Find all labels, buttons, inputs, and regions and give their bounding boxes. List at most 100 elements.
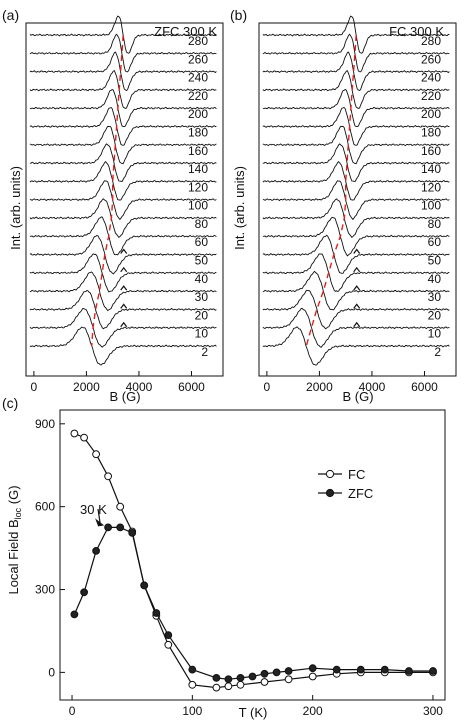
panel-c-ylabel: Local Field Bloc (G) (6, 485, 23, 594)
panel-c-ytick-label: 600 (35, 500, 55, 514)
panel-b-trace-label: 240 (421, 71, 441, 85)
panel-a-trace (29, 51, 217, 92)
panel-b-xtick-label: 2000 (306, 380, 333, 394)
panel-a-zfc-spectra: (a) ZFC 300 K Int. (arb. units) B (G) 0 2… (2, 7, 224, 404)
panel-a-trace-label: 60 (195, 235, 209, 249)
panel-a-trace (29, 161, 217, 201)
panel-b-trace-label: 260 (421, 52, 441, 66)
panel-b-trace (262, 326, 450, 366)
panel-b-trace-label: 40 (428, 272, 442, 286)
panel-a-spike (120, 248, 128, 254)
panel-b-xtick-label: 6000 (411, 380, 438, 394)
panel-b-trace (262, 307, 450, 349)
panel-b-trace-label: 60 (428, 235, 442, 249)
data-point-fc (212, 683, 221, 692)
panel-b-xlabel: B (G) (342, 389, 373, 404)
legend-label-fc: FC (348, 467, 365, 482)
panel-a-trace-label: 280 (188, 34, 208, 48)
panel-b-ylabel: Int. (arb. units) (232, 166, 247, 250)
data-point-fc (284, 675, 293, 684)
panel-a-trace-label: 40 (195, 272, 209, 286)
data-point-zfc (116, 523, 125, 532)
data-point-zfc (284, 667, 293, 675)
data-point-zfc (332, 665, 341, 674)
panel-b-spike (353, 248, 361, 254)
data-point-fc (70, 429, 79, 438)
data-point-zfc (429, 667, 437, 675)
annotation-arrowhead (95, 518, 105, 527)
panel-b-guide-line (305, 34, 357, 347)
panel-a-trace (29, 106, 217, 146)
panel-b-trace (262, 289, 450, 330)
panel-b-plot-frame (258, 22, 457, 377)
data-point-zfc (356, 665, 365, 674)
panel-a-xtick-label: 4000 (126, 380, 153, 394)
panel-b-trace-label: 180 (421, 125, 441, 139)
data-point-zfc (92, 547, 100, 555)
data-point-zfc (164, 631, 173, 639)
data-point-zfc (80, 588, 88, 597)
panel-a-xtick-label: 6000 (178, 380, 205, 394)
data-point-zfc (70, 610, 79, 619)
panel-a-trace-label: 100 (188, 199, 208, 213)
panel-b-trace (262, 33, 450, 73)
panel-b-trace-label: 80 (428, 217, 442, 231)
panel-c-ytick-label: 900 (35, 417, 55, 431)
panel-a-trace (29, 198, 217, 239)
data-point-zfc (188, 665, 197, 674)
panel-a-trace (29, 271, 217, 312)
panel-b-trace (262, 70, 450, 109)
data-point-zfc (272, 668, 281, 677)
panel-b-trace (262, 143, 450, 183)
panel-a-trace (29, 289, 217, 330)
data-point-zfc (380, 665, 389, 674)
legend-marker-fc (325, 469, 335, 479)
panel-c-xtick-label: 100 (182, 704, 202, 718)
panel-b-trace (262, 106, 450, 146)
panel-a-guide-line (91, 34, 124, 347)
panel-b-trace-label: 10 (428, 327, 442, 341)
panel-a-trace-label: 260 (188, 52, 208, 66)
panel-b-xtick-label: 4000 (359, 380, 386, 394)
data-point-zfc (224, 675, 233, 684)
legend-label-zfc: ZFC (348, 486, 373, 501)
data-point-fc (308, 672, 317, 681)
panel-a-spike (120, 321, 128, 328)
panel-a-trace (29, 70, 217, 109)
panel-c-xtick-label: 200 (303, 704, 323, 718)
panel-a-ylabel: Int. (arb. units) (8, 166, 23, 250)
panel-a-trace (29, 143, 217, 183)
panel-a-trace-label: 220 (188, 89, 208, 103)
panel-a-trace-label: 200 (188, 107, 208, 121)
data-point-fc (92, 450, 100, 459)
legend-marker-zfc (325, 488, 335, 498)
data-point-zfc (236, 674, 245, 682)
panel-b-trace-label: 20 (428, 308, 442, 322)
panel-a-xtick-label: 2000 (73, 380, 100, 394)
panel-a-trace (29, 308, 217, 348)
panel-a-trace-label: 20 (195, 308, 209, 322)
panel-c-ytick-label: 0 (48, 665, 55, 679)
panel-b-xtick-label: 0 (264, 380, 271, 394)
panel-a-xlabel: B (G) (109, 389, 140, 404)
data-point-fc (116, 502, 125, 511)
panel-a-spike (120, 266, 128, 273)
panel-a-plot-frame (25, 22, 224, 377)
panel-a-trace (29, 234, 217, 275)
panel-a-trace-label: 140 (188, 162, 208, 176)
panel-b-trace (262, 216, 450, 257)
data-point-fc (260, 678, 269, 686)
panel-b-spike (353, 303, 361, 309)
panel-c-label: (c) (2, 395, 18, 411)
panel-b-trace (262, 198, 450, 239)
annotation-30k: 30 K (80, 502, 107, 517)
panel-a-trace (29, 253, 217, 293)
panel-b-trace-label: 200 (421, 107, 441, 121)
data-point-zfc (248, 672, 257, 681)
panel-b-trace-label: 2 (434, 345, 441, 359)
panel-a-trace-label: 80 (195, 217, 209, 231)
data-point-zfc (152, 609, 161, 617)
panel-b-fc-spectra: (b) FC 300 K Int. (arb. units) B (G) 0 20… (230, 7, 457, 404)
data-point-zfc (128, 529, 137, 537)
